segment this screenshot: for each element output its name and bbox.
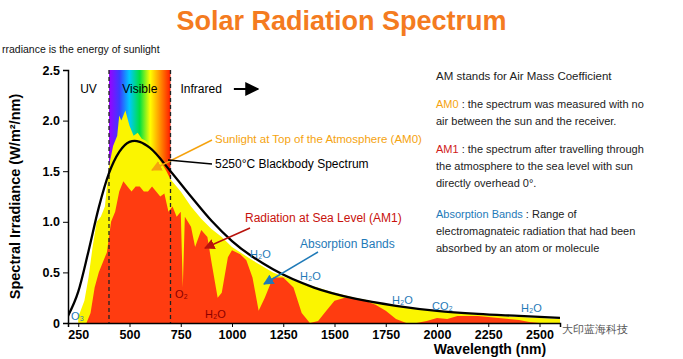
y-tick-mark <box>63 121 68 122</box>
y-tick: 2.0 <box>43 114 68 128</box>
x-tick-mark <box>130 323 131 327</box>
annotation: O₃ <box>71 310 84 322</box>
chart-canvas: Solar Radiation Spectrum rradiance is the… <box>0 0 683 359</box>
y-tick-label: 0 <box>53 317 60 331</box>
x-tick-mark <box>540 323 541 327</box>
annotation: O₂ <box>175 288 188 300</box>
x-tick-mark <box>181 323 182 327</box>
x-tick: 2000 <box>424 323 452 342</box>
annotation: H₂O <box>392 294 413 306</box>
series-label-pointer <box>205 228 250 248</box>
x-tick: 2250 <box>475 323 503 342</box>
annotation: H₂O <box>521 302 542 314</box>
y-tick: 1.5 <box>43 165 68 179</box>
y-tick-label: 0.5 <box>43 266 60 280</box>
x-tick: 250 <box>68 323 89 342</box>
x-tick-mark <box>78 323 79 327</box>
series-label-pointer <box>152 140 212 170</box>
annotation: CO₂ <box>432 300 453 312</box>
x-axis-line <box>69 324 561 328</box>
band-label: Infrared <box>181 82 222 96</box>
band-label: UV <box>80 82 97 96</box>
y-axis-title: Spectral Irradiance (W/m²/nm) <box>7 94 23 300</box>
subtitle: rradiance is the energy of sunlight <box>2 43 160 55</box>
y-axis: 0 0.5 1.0 1.5 2.0 2.5 <box>43 64 69 331</box>
x-tick-mark <box>335 323 336 327</box>
x-tick: 1500 <box>321 323 349 342</box>
annotation: H₂O <box>250 248 271 260</box>
note-line: Absorption Bands: Range of <box>436 208 578 220</box>
note-term: AM0 <box>436 98 459 110</box>
annotation: H₂O <box>300 270 321 282</box>
x-tick-mark <box>437 323 438 327</box>
note-line: directly overhead 0°. <box>436 177 536 189</box>
y-tick-mark <box>63 70 68 71</box>
note-line: electromagnateic radiation that had been <box>436 225 635 237</box>
y-tick-label: 2.5 <box>43 64 60 78</box>
y-tick-mark <box>63 323 68 324</box>
y-tick: 1.0 <box>43 215 68 229</box>
visible-boundary <box>108 70 109 323</box>
y-tick-label: 1.5 <box>43 165 60 179</box>
x-tick: 750 <box>171 323 192 342</box>
x-axis-title: Wavelength (nm) <box>434 341 546 357</box>
y-tick-mark <box>63 171 68 172</box>
note-text: : Range of <box>526 208 578 220</box>
series-label: 5250°C Blackbody Spectrum <box>215 157 369 171</box>
y-tick-label: 2.0 <box>43 114 60 128</box>
y-tick: 0 <box>53 317 68 331</box>
x-tick-mark <box>386 323 387 327</box>
x-tick: 1250 <box>270 323 298 342</box>
x-tick: 1750 <box>372 323 400 342</box>
y-tick-mark <box>63 272 68 273</box>
x-tick-label: 2000 <box>424 328 452 342</box>
note-term: Absorption Bands <box>436 208 523 220</box>
note-line: absorbed by an atom or molecule <box>436 242 599 254</box>
x-tick-label: 1000 <box>219 328 247 342</box>
x-tick-label: 1250 <box>270 328 298 342</box>
note-line: AM0: the spectrum was measured with no <box>436 98 644 110</box>
series-label-pointer <box>168 160 212 164</box>
visible-boundary <box>170 70 171 323</box>
series-label: Radiation at Sea Level (AM1) <box>245 211 402 225</box>
x-tick-label: 1750 <box>372 328 400 342</box>
x-tick-label: 500 <box>120 328 141 342</box>
x-tick: 500 <box>120 323 141 342</box>
x-tick: 2500 <box>526 323 554 342</box>
note-term: AM1 <box>436 143 459 155</box>
note-text: : the spectrum was measured with no <box>462 98 644 110</box>
note-text: : the spectrum after travelling through <box>462 143 644 155</box>
x-tick-label: 2500 <box>526 328 554 342</box>
x-tick-mark <box>283 323 284 327</box>
x-axis: 250 500 750 1000 1250 1500 1750 2000 2250 2500 <box>68 323 560 342</box>
title: Solar Radiation Spectrum <box>176 6 506 36</box>
band-label: Visible <box>122 82 157 96</box>
x-tick-label: 2250 <box>475 328 503 342</box>
y-tick: 0.5 <box>43 266 68 280</box>
y-tick: 2.5 <box>43 64 68 78</box>
annotation: H₂O <box>205 308 226 320</box>
series-label: Sunlight at Top of the Atmosphere (AM0) <box>215 133 422 145</box>
x-tick-label: 1500 <box>321 328 349 342</box>
annotation: Absorption Bands <box>300 237 395 251</box>
band-arrow <box>234 88 258 90</box>
note-heading: AM stands for Air Mass Coefficient <box>436 70 612 82</box>
y-axis-line <box>63 71 69 324</box>
y-tick-mark <box>63 222 68 223</box>
note-line: AM1: the spectrum after travelling throu… <box>436 143 644 155</box>
note-line: the atmosphere to the sea level with sun <box>436 160 633 172</box>
x-tick-mark <box>232 323 233 327</box>
x-tick: 1000 <box>219 323 247 342</box>
x-tick-mark <box>488 323 489 327</box>
y-tick-label: 1.0 <box>43 215 60 229</box>
note-line: air between the sun and the receiver. <box>436 115 616 127</box>
watermark: 大印蓝海科技 <box>562 323 628 336</box>
x-tick-label: 750 <box>171 328 192 342</box>
x-tick-label: 250 <box>68 328 89 342</box>
